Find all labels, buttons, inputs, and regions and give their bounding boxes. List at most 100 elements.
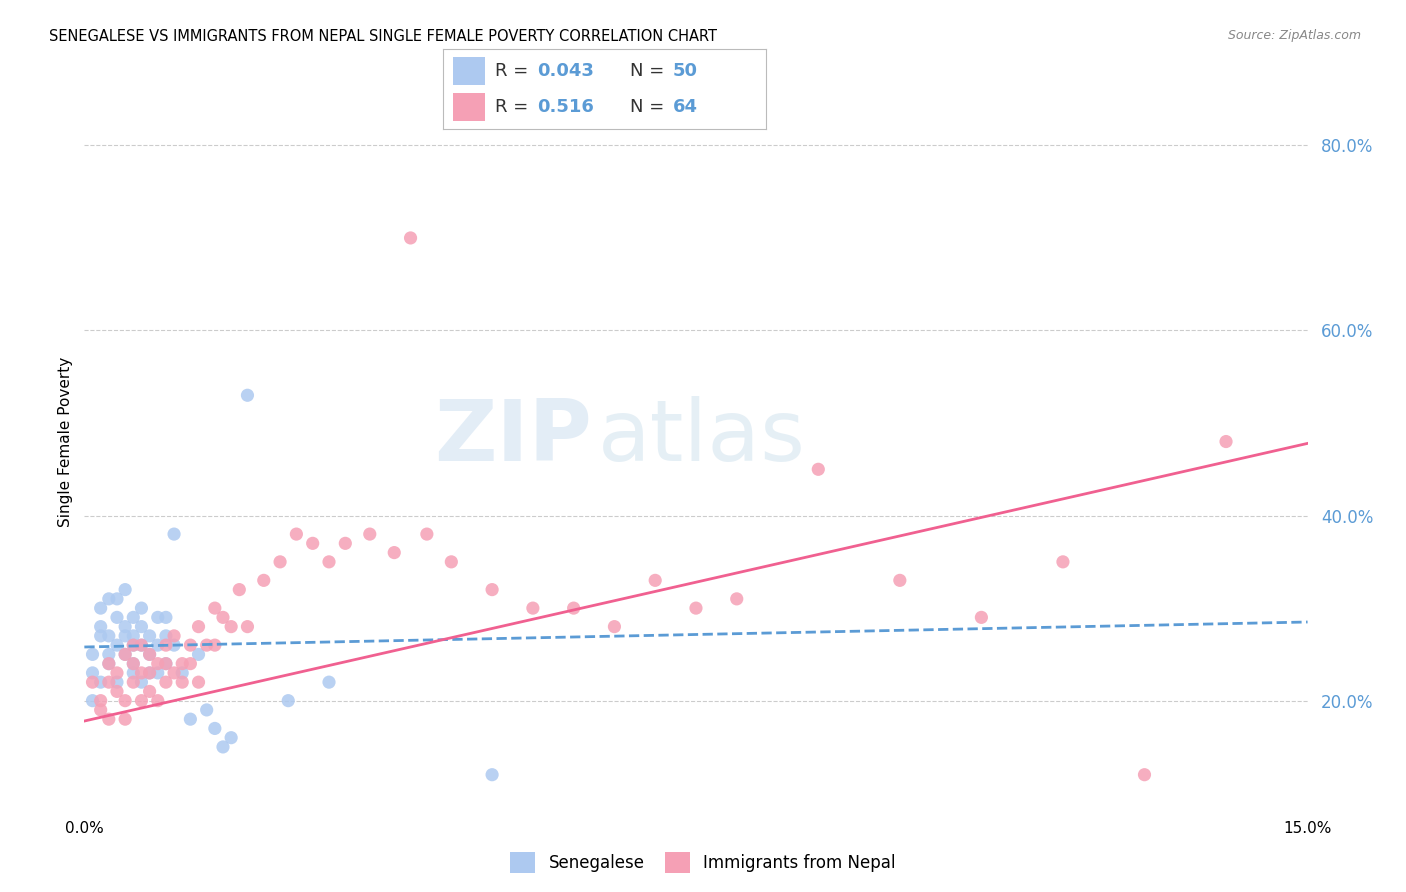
- Point: [179, 712, 201, 726]
- Point: [131, 694, 153, 708]
- Text: Source: ZipAtlas.com: Source: ZipAtlas.com: [1227, 29, 1361, 42]
- Point: [131, 638, 153, 652]
- Point: [97, 629, 120, 643]
- Point: [187, 648, 209, 662]
- Point: [122, 675, 145, 690]
- Point: [172, 657, 194, 671]
- Point: [131, 619, 153, 633]
- Point: [212, 739, 235, 754]
- Point: [179, 657, 201, 671]
- Point: [105, 684, 128, 698]
- Point: [155, 675, 177, 690]
- Point: [1215, 434, 1237, 449]
- Point: [219, 619, 242, 633]
- Point: [416, 527, 439, 541]
- FancyBboxPatch shape: [453, 94, 485, 121]
- Y-axis label: Single Female Poverty: Single Female Poverty: [58, 357, 73, 526]
- Point: [970, 610, 993, 624]
- Point: [97, 657, 120, 671]
- Point: [187, 675, 209, 690]
- Point: [146, 610, 169, 624]
- Point: [172, 665, 194, 680]
- Point: [138, 665, 160, 680]
- Point: [122, 638, 145, 652]
- Point: [90, 601, 112, 615]
- Point: [131, 601, 153, 615]
- Point: [236, 619, 259, 633]
- Point: [138, 629, 160, 643]
- Point: [114, 712, 136, 726]
- Point: [122, 629, 145, 643]
- Point: [90, 629, 112, 643]
- Point: [163, 629, 186, 643]
- Point: [1052, 555, 1074, 569]
- Point: [97, 648, 120, 662]
- Point: [155, 638, 177, 652]
- Point: [138, 665, 160, 680]
- Point: [285, 527, 308, 541]
- Point: [90, 703, 112, 717]
- Point: [122, 657, 145, 671]
- Point: [105, 591, 128, 606]
- Point: [219, 731, 242, 745]
- Point: [82, 694, 104, 708]
- Point: [122, 665, 145, 680]
- Point: [138, 648, 160, 662]
- FancyBboxPatch shape: [453, 57, 485, 86]
- Point: [481, 767, 503, 781]
- Point: [114, 582, 136, 597]
- Point: [644, 574, 666, 588]
- Point: [179, 638, 201, 652]
- Text: 0.516: 0.516: [537, 98, 593, 116]
- Point: [114, 694, 136, 708]
- Point: [301, 536, 323, 550]
- Point: [146, 694, 169, 708]
- Point: [236, 388, 259, 402]
- Point: [725, 591, 748, 606]
- Point: [318, 675, 340, 690]
- Point: [172, 675, 194, 690]
- Point: [382, 546, 405, 560]
- Point: [82, 648, 104, 662]
- Point: [114, 619, 136, 633]
- Point: [82, 665, 104, 680]
- Point: [522, 601, 544, 615]
- Point: [187, 619, 209, 633]
- Point: [1133, 767, 1156, 781]
- Point: [97, 675, 120, 690]
- Point: [228, 582, 250, 597]
- Point: [163, 665, 186, 680]
- Point: [131, 675, 153, 690]
- Point: [440, 555, 463, 569]
- Point: [807, 462, 830, 476]
- Point: [105, 638, 128, 652]
- Point: [105, 665, 128, 680]
- Point: [131, 665, 153, 680]
- Text: atlas: atlas: [598, 396, 806, 479]
- Point: [114, 629, 136, 643]
- Point: [114, 648, 136, 662]
- Point: [138, 684, 160, 698]
- Point: [90, 675, 112, 690]
- Point: [90, 694, 112, 708]
- Point: [253, 574, 276, 588]
- Point: [97, 591, 120, 606]
- Text: N =: N =: [630, 98, 671, 116]
- Point: [163, 638, 186, 652]
- Text: R =: R =: [495, 62, 534, 79]
- Point: [146, 665, 169, 680]
- Point: [155, 657, 177, 671]
- Point: [481, 582, 503, 597]
- Point: [114, 648, 136, 662]
- Text: 64: 64: [672, 98, 697, 116]
- Point: [122, 610, 145, 624]
- Point: [155, 629, 177, 643]
- Text: R =: R =: [495, 98, 534, 116]
- Point: [562, 601, 585, 615]
- Text: SENEGALESE VS IMMIGRANTS FROM NEPAL SINGLE FEMALE POVERTY CORRELATION CHART: SENEGALESE VS IMMIGRANTS FROM NEPAL SING…: [49, 29, 717, 44]
- Point: [359, 527, 381, 541]
- Point: [269, 555, 291, 569]
- Text: ZIP: ZIP: [434, 396, 592, 479]
- Point: [204, 638, 226, 652]
- Point: [399, 231, 422, 245]
